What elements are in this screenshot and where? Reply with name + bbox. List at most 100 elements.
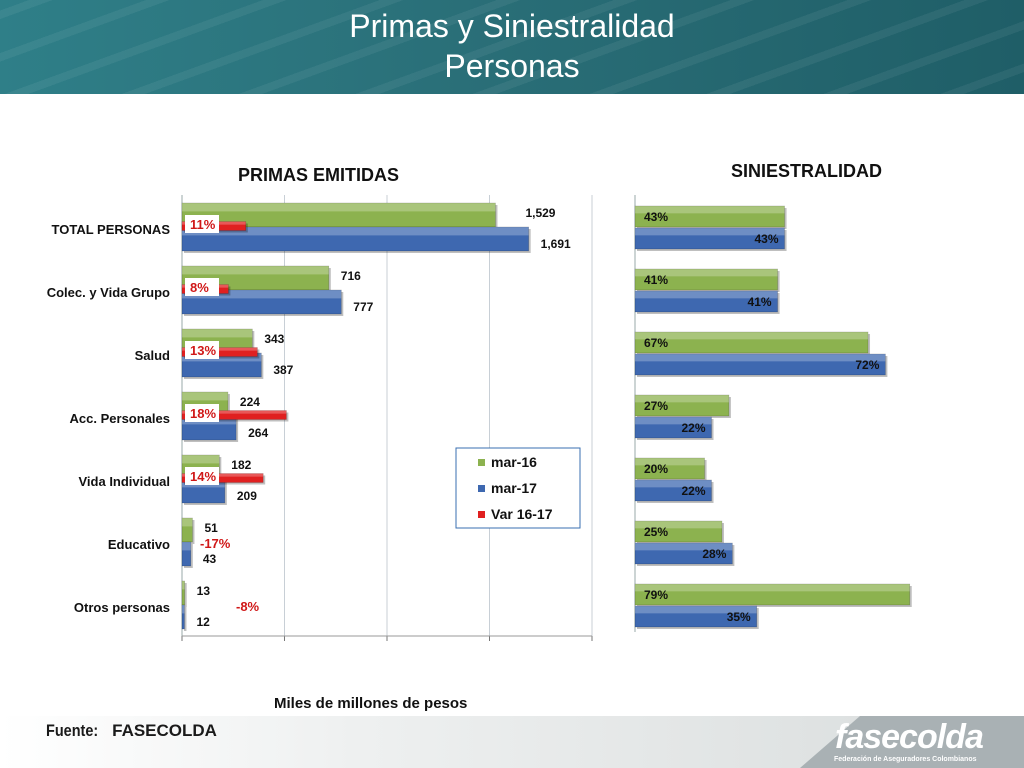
sin-bar-mar17 xyxy=(634,542,733,565)
bar-mar16-gloss xyxy=(182,203,496,212)
data-label-mar17: 12 xyxy=(196,615,210,629)
sin-label-mar16: 41% xyxy=(644,273,668,287)
sin-bar-mar17-gloss xyxy=(635,606,757,614)
charts-canvas: TOTAL PERSONAS 1,529 1,691 11% Colec. y Vida… xyxy=(47,195,912,641)
sin-bar-mar17 xyxy=(634,416,712,439)
data-label-mar17: 1,691 xyxy=(541,237,571,251)
sin-label-mar17: 22% xyxy=(681,421,705,435)
sin-label-mar17: 41% xyxy=(748,295,772,309)
bar-mar17-gloss xyxy=(182,227,529,236)
sin-bar-mar16-gloss xyxy=(635,206,785,214)
sin-label-mar17: 43% xyxy=(755,232,779,246)
bar-mar17 xyxy=(181,541,192,567)
data-label-mar17: 777 xyxy=(353,300,373,314)
bar-mar17 xyxy=(181,226,529,252)
sin-label-mar16: 27% xyxy=(644,399,668,413)
sin-bar-mar17-gloss xyxy=(635,291,778,299)
data-label-mar16: 182 xyxy=(231,458,251,472)
bar-mar16-gloss xyxy=(182,266,329,275)
sin-label-mar16: 67% xyxy=(644,336,668,350)
sin-bar-mar16 xyxy=(634,268,778,291)
sin-bar-mar16 xyxy=(634,205,785,228)
source-note: Fuente: FASECOLDA xyxy=(46,721,217,741)
sin-bar-mar17-gloss xyxy=(635,543,733,551)
siniestralidad-chart-title: SINIESTRALIDAD xyxy=(731,161,883,181)
bar-mar17 xyxy=(181,604,185,630)
legend-swatch xyxy=(478,511,485,518)
sin-bar-mar16 xyxy=(634,394,730,417)
sin-bar-mar17 xyxy=(634,353,886,376)
bar-var xyxy=(181,410,287,420)
sin-label-mar16: 43% xyxy=(644,210,668,224)
category-label: Salud xyxy=(135,348,170,363)
category-label: Educativo xyxy=(108,537,170,552)
data-label-mar16: 51 xyxy=(204,521,218,535)
legend-label: mar-17 xyxy=(491,480,537,496)
sin-bar-mar16-gloss xyxy=(635,332,869,340)
bar-mar17-gloss xyxy=(182,290,342,299)
category-label: Otros personas xyxy=(74,600,170,615)
fasecolda-logo: fasecolda xyxy=(835,718,984,756)
legend-box xyxy=(455,447,581,529)
category-label: Vida Individual xyxy=(78,474,170,489)
sin-bar-mar16-gloss xyxy=(635,269,778,277)
sin-bar-mar16-gloss xyxy=(635,458,705,466)
data-label-mar16: 716 xyxy=(341,269,361,283)
sin-bar-mar17-gloss xyxy=(635,480,712,488)
category-label: TOTAL PERSONAS xyxy=(52,222,171,237)
bar-mar17-gloss xyxy=(182,605,185,614)
source-label: Fuente: xyxy=(46,721,99,740)
bar-mar16-gloss xyxy=(182,455,220,464)
logo-subtitle: Federación de Aseguradores Colombianos xyxy=(834,756,977,763)
bar-var-gloss xyxy=(182,410,287,414)
data-label-mar16: 224 xyxy=(240,395,260,409)
x-axis-unit-label: Miles de millones de pesos xyxy=(274,695,468,712)
bar-mar16-gloss xyxy=(182,329,253,338)
bar-mar16-shadow xyxy=(184,583,187,607)
title-banner xyxy=(0,0,1024,94)
bar-mar17-gloss xyxy=(182,542,191,551)
data-label-var: -8% xyxy=(236,599,260,614)
sin-bar-mar16-gloss xyxy=(635,395,729,403)
category-label: Colec. y Vida Grupo xyxy=(47,285,170,300)
bar-mar17-gloss xyxy=(182,353,262,362)
bar-mar17-shadow xyxy=(184,607,187,631)
legend-swatch xyxy=(478,485,485,492)
sin-bar-mar17-gloss xyxy=(635,417,712,425)
bar-var xyxy=(181,347,258,357)
sin-bar-mar17 xyxy=(634,290,778,313)
bar-var-gloss xyxy=(182,347,258,351)
sin-bar-mar17-gloss xyxy=(635,354,886,362)
sin-label-mar16: 79% xyxy=(644,588,668,602)
data-label-var: 14% xyxy=(190,469,216,484)
data-label-mar17: 387 xyxy=(273,363,293,377)
data-label-mar17: 264 xyxy=(248,426,268,440)
sin-bar-mar16 xyxy=(634,331,869,354)
sin-label-mar17: 72% xyxy=(855,358,879,372)
sin-bar-mar16-gloss xyxy=(635,584,910,592)
bar-mar16-gloss xyxy=(182,392,228,401)
data-label-var: 13% xyxy=(190,343,216,358)
data-label-var: 18% xyxy=(190,406,216,421)
sin-bar-mar16 xyxy=(634,457,705,480)
var-label-bg xyxy=(185,404,219,422)
category-label: Acc. Personales xyxy=(70,411,170,426)
data-label-mar17: 43 xyxy=(203,552,217,566)
legend-label: Var 16-17 xyxy=(491,506,553,522)
sin-bar-mar17 xyxy=(634,227,785,250)
bar-mar16-gloss xyxy=(182,518,193,527)
page-title: Primas y Siniestralidad xyxy=(349,8,675,44)
sin-label-mar17: 28% xyxy=(702,547,726,561)
data-label-mar16: 13 xyxy=(197,584,211,598)
sin-label-mar17: 22% xyxy=(681,484,705,498)
sin-bar-mar16 xyxy=(634,520,723,543)
var-label-bg xyxy=(185,467,219,485)
sin-bar-mar16-gloss xyxy=(635,521,722,529)
sin-bar-mar17-gloss xyxy=(635,228,785,236)
data-label-var: -17% xyxy=(200,536,231,551)
sin-bar-mar17 xyxy=(634,605,758,628)
data-label-mar16: 1,529 xyxy=(525,206,555,220)
legend-swatch xyxy=(478,459,485,466)
bar-var-gloss xyxy=(182,473,264,477)
data-label-mar17: 209 xyxy=(237,489,257,503)
